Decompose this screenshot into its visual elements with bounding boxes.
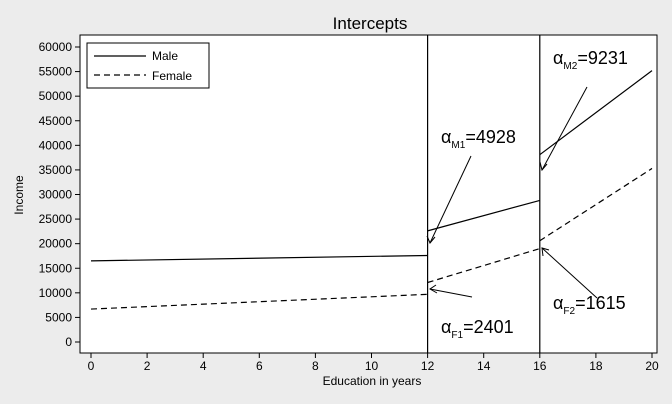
x-tick-label: 8 [312,359,319,373]
x-tick-label: 2 [144,359,151,373]
arrow-f1 [429,288,473,298]
y-tick-label: 50000 [39,89,73,103]
y-tick-label: 15000 [39,261,73,275]
x-tick-label: 20 [645,359,659,373]
legend-label-male: Male [152,49,178,63]
label-alpha-m2: αM2=9231 [553,48,628,72]
female-line-segment-1 [90,293,428,310]
y-tick-label: 20000 [39,237,73,251]
annotations: αM1=4928 αM2=9231 αF1=2401 αF2=1615 [426,48,628,341]
male-line-segment-3 [539,70,653,156]
x-ticks: 0 2 4 6 8 10 12 14 16 18 20 [88,353,659,373]
arrow-f2 [541,247,598,299]
y-tick-label: 40000 [39,138,73,152]
vertical-lines [427,35,541,353]
y-tick-label: 10000 [39,286,73,300]
series-lines [90,70,653,310]
x-tick-label: 14 [477,359,491,373]
female-line-segment-3 [539,167,653,242]
arrowhead-f1 [429,284,438,294]
y-tick-label: 55000 [39,65,73,79]
x-tick-label: 0 [88,359,95,373]
x-tick-label: 4 [200,359,207,373]
male-line-segment-2 [427,199,540,232]
label-alpha-m1: αM1=4928 [441,127,516,151]
arrowhead-m1 [426,235,436,244]
x-tick-label: 10 [365,359,379,373]
arrow-m2 [541,86,588,171]
legend: Male Female [86,42,210,89]
x-tick-label: 18 [589,359,603,373]
arrowhead-f2 [541,247,550,257]
y-tick-label: 25000 [39,212,73,226]
male-line-segment-1 [90,254,428,262]
y-tick-label: 35000 [39,163,73,177]
y-ticks: 0 5000 10000 15000 20000 25000 30000 35000 40000… [39,40,80,349]
y-tick-label: 30000 [39,188,73,202]
label-alpha-f2: αF2=1615 [553,293,626,317]
x-tick-label: 12 [421,359,435,373]
arrowhead-m2 [539,161,548,172]
y-tick-label: 60000 [39,40,73,54]
x-tick-label: 16 [533,359,547,373]
y-tick-label: 45000 [39,114,73,128]
x-axis-title: Education in years [323,374,422,388]
y-axis-title: Income [12,175,26,215]
chart-title: Intercepts [333,14,408,33]
arrow-m1 [429,155,472,244]
label-alpha-f1: αF1=2401 [441,317,514,341]
y-tick-label: 5000 [45,310,72,324]
legend-box [86,42,210,89]
x-tick-label: 6 [256,359,263,373]
y-tick-label: 0 [65,335,72,349]
legend-label-female: Female [152,69,192,83]
